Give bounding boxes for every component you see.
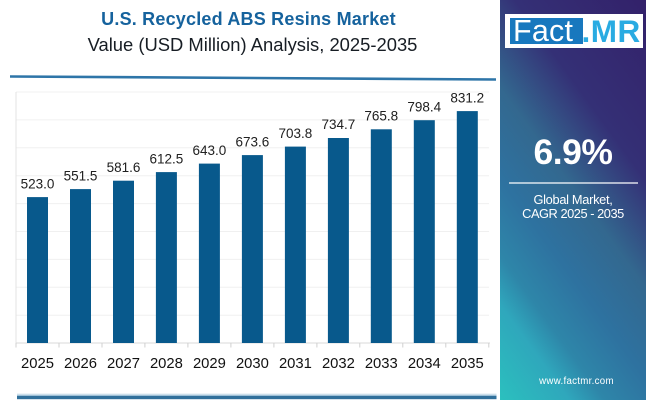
svg-text:581.6: 581.6 xyxy=(107,160,141,175)
svg-text:2031: 2031 xyxy=(279,356,312,372)
svg-text:734.7: 734.7 xyxy=(322,117,356,132)
svg-text:523.0: 523.0 xyxy=(21,176,55,191)
svg-text:643.0: 643.0 xyxy=(193,143,227,158)
svg-text:2030: 2030 xyxy=(236,356,269,372)
svg-text:551.5: 551.5 xyxy=(64,168,98,183)
svg-text:2028: 2028 xyxy=(150,356,183,372)
svg-text:765.8: 765.8 xyxy=(364,109,398,124)
svg-text:612.5: 612.5 xyxy=(150,151,184,166)
svg-text:703.8: 703.8 xyxy=(279,126,313,141)
svg-text:2027: 2027 xyxy=(107,356,140,372)
svg-text:2025: 2025 xyxy=(21,356,54,372)
svg-text:2034: 2034 xyxy=(408,356,441,372)
svg-text:2029: 2029 xyxy=(193,356,226,372)
svg-text:673.6: 673.6 xyxy=(236,134,270,149)
svg-text:2032: 2032 xyxy=(322,356,355,372)
svg-text:831.2: 831.2 xyxy=(450,90,484,105)
svg-text:2026: 2026 xyxy=(64,356,97,372)
svg-text:2035: 2035 xyxy=(451,356,484,372)
svg-text:2033: 2033 xyxy=(365,356,398,372)
svg-text:798.4: 798.4 xyxy=(407,99,441,114)
